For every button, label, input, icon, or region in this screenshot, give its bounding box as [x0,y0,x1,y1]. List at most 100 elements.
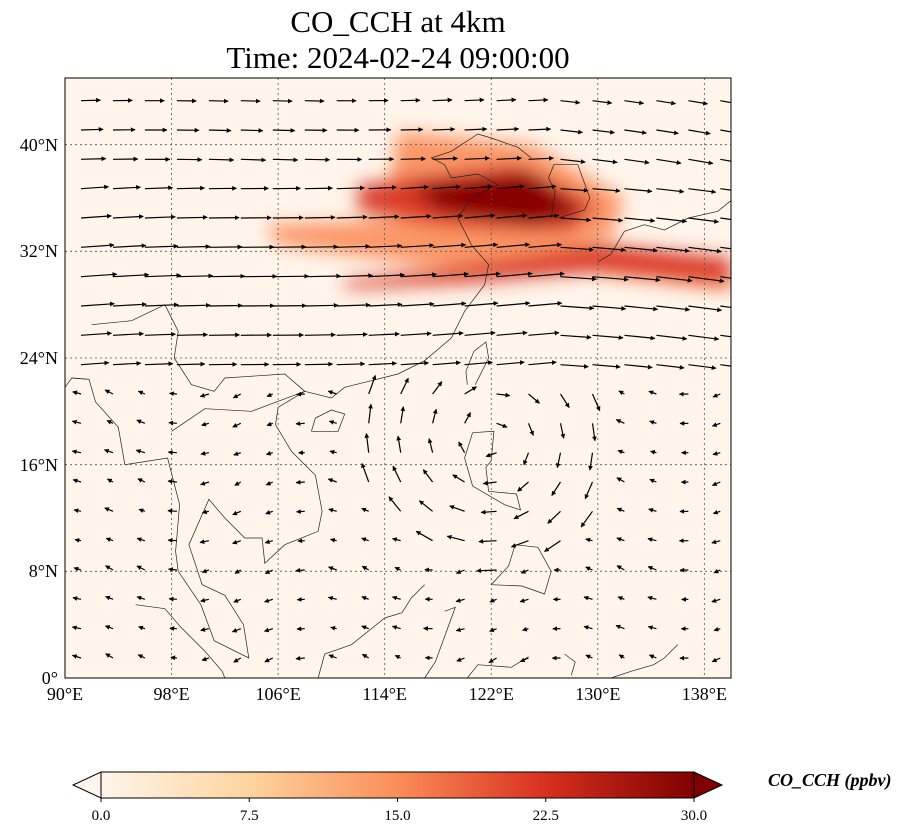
wind-arrow [485,452,497,458]
wind-arrow [170,655,177,661]
wind-arrow [656,246,690,253]
wind-arrow [476,568,497,574]
wind-arrow [73,566,82,572]
wind-arrow [418,500,433,512]
y-tick-label: 8°N [28,561,58,582]
wind-arrow [688,217,719,224]
wind-arrow [458,441,466,453]
wind-arrow [234,569,242,574]
wind-arrow [580,510,593,528]
wind-arrow [555,452,562,469]
wind-arrow [176,215,208,220]
wind-arrow [106,420,114,425]
wind-arrow [711,598,721,603]
wind-arrow [688,334,720,342]
wind-arrow [720,158,731,162]
wind-arrow [336,214,368,220]
wind-arrow [112,272,150,278]
wind-arrow [528,242,562,248]
wind-arrow [304,215,336,220]
wind-arrow [304,185,333,191]
wind-arrow [527,423,534,436]
wind-arrow [456,657,465,662]
wind-arrow [296,391,305,397]
wind-arrow [400,156,426,162]
wind-arrow [489,598,497,603]
wind-arrow [583,595,593,601]
wind-arrow [400,360,429,366]
wind-arrow [496,184,525,190]
wind-arrow [74,538,82,543]
wind-arrow [201,421,210,427]
wind-arrow [432,126,456,132]
wind-arrow [720,246,731,250]
wind-arrow [560,305,595,311]
wind-arrow [720,305,731,309]
wind-arrow [560,158,586,164]
wind-arrow [208,157,235,163]
y-tick-label: 24°N [19,348,58,368]
wind-arrow [71,419,82,425]
wind-arrow [496,242,531,248]
wind-arrow [327,478,337,483]
wind-arrow [480,509,497,515]
wind-arrow [144,361,174,367]
wind-arrow [464,126,488,132]
wind-arrow [336,185,365,191]
colorbar-tick-label: 7.5 [239,808,259,824]
wind-arrow [464,271,501,278]
co-plume-region [411,171,585,228]
wind-arrow [618,390,625,396]
wind-arrow [201,509,210,515]
wind-arrow [616,537,625,542]
wind-arrow [73,508,82,514]
wind-arrow [295,479,305,485]
wind-arrow [432,330,464,336]
wind-arrow [176,185,205,191]
wind-arrow [232,510,242,516]
wind-arrow [615,624,625,630]
wind-arrow [583,625,593,630]
wind-arrow [112,302,147,307]
wind-arrow [208,98,229,104]
wind-arrow [232,539,241,545]
wind-arrow [106,478,114,484]
wind-arrow [615,419,625,424]
wind-arrow [295,567,305,573]
wind-arrow [585,537,593,543]
x-tick-label: 98°E [153,684,190,704]
wind-arrow [547,510,561,524]
wind-arrow [464,412,472,424]
wind-arrow [464,386,477,395]
wind-arrow [400,184,429,190]
wind-arrow [138,625,146,631]
wind-arrow [104,625,114,630]
wind-arrow [656,100,677,106]
wind-arrow [688,364,717,371]
wind-arrow [304,332,336,338]
wind-arrow [167,450,177,455]
wind-arrow [688,129,711,136]
wind-arrow [265,480,274,486]
wind-arrow [528,330,560,336]
wind-arrow [80,97,101,103]
wind-arrow [624,246,658,253]
wind-arrow [272,157,299,163]
wind-arrow [528,155,554,161]
coastline [135,604,226,678]
wind-arrow [200,481,210,486]
wind-arrow [455,598,465,603]
wind-arrow [105,653,114,659]
wind-arrow [71,449,82,455]
wind-arrow [588,452,594,471]
colorbar-extend-max [693,771,724,799]
wind-arrow [624,188,653,194]
wind-arrow [496,126,520,132]
wind-arrow [432,271,469,278]
wind-arrow [80,184,109,190]
wind-arrow [656,188,685,194]
wind-arrow [328,420,337,425]
wind-arrow [400,406,406,424]
wind-arrow [720,217,731,221]
wind-arrow [199,393,210,398]
